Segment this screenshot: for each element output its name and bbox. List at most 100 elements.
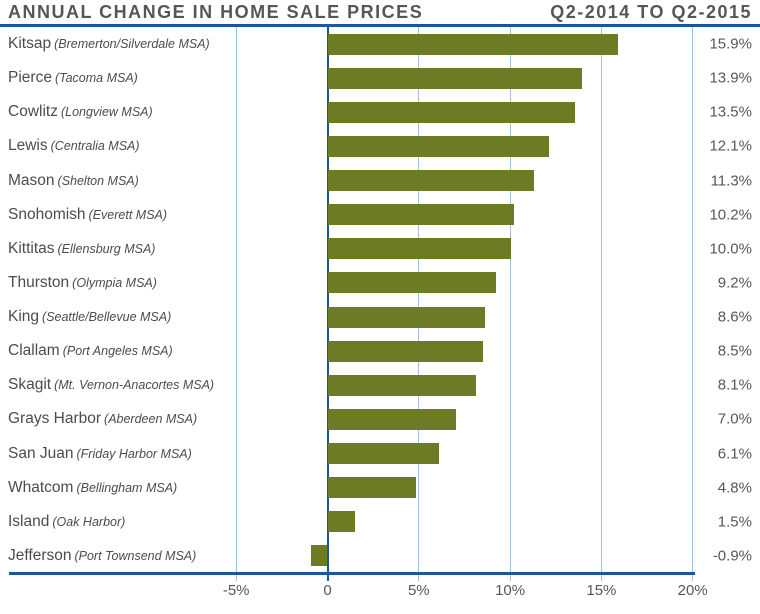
chart-row: Mason (Shelton MSA) 11.3% <box>0 164 760 198</box>
county-name: Jefferson <box>8 546 72 564</box>
gridline <box>235 27 237 581</box>
county-label: Snohomish (Everett MSA) <box>8 206 167 224</box>
county-msa: (Seattle/Bellevue MSA) <box>42 310 172 325</box>
county-label: Mason (Shelton MSA) <box>8 172 139 190</box>
bar <box>328 238 511 260</box>
value-label: 7.0% <box>717 410 752 428</box>
chart-row: Snohomish (Everett MSA) 10.2% <box>0 198 760 232</box>
chart-row: Skagit (Mt. Vernon-Anacortes MSA) 8.1% <box>0 368 760 402</box>
bar <box>328 135 549 157</box>
county-name: Whatcom <box>8 478 74 496</box>
gridline <box>692 27 694 581</box>
county-label: Pierce (Tacoma MSA) <box>8 69 138 87</box>
county-label: San Juan (Friday Harbor MSA) <box>8 445 192 463</box>
x-tick-label: 0 <box>323 582 332 599</box>
bar <box>328 374 476 396</box>
county-label: Cowlitz (Longview MSA) <box>8 103 153 121</box>
county-name: Snohomish <box>8 205 86 223</box>
county-msa: (Centralia MSA) <box>50 139 140 154</box>
county-label: Thurston (Olympia MSA) <box>8 274 157 292</box>
county-label: Skagit (Mt. Vernon-Anacortes MSA) <box>8 376 214 394</box>
county-name: Kittitas <box>8 239 55 257</box>
bar <box>328 306 486 328</box>
value-label: 8.6% <box>717 308 752 326</box>
value-label: 8.1% <box>717 376 752 394</box>
county-msa: (Longview MSA) <box>60 105 153 120</box>
county-msa: (Port Townsend MSA) <box>74 548 197 563</box>
x-tick-label: 10% <box>495 582 526 599</box>
county-msa: (Aberdeen MSA) <box>104 412 198 427</box>
chart-row: King (Seattle/Bellevue MSA) 8.6% <box>0 300 760 334</box>
bar <box>311 545 328 567</box>
county-label: Clallam (Port Angeles MSA) <box>8 342 173 360</box>
x-tick-label: 20% <box>677 582 708 599</box>
value-label: 1.5% <box>717 513 752 531</box>
gridline <box>600 27 602 581</box>
county-name: Skagit <box>8 376 52 394</box>
value-label: 4.8% <box>717 479 752 497</box>
value-label: 9.2% <box>717 274 752 292</box>
bar <box>328 204 515 226</box>
county-name: Grays Harbor <box>8 410 102 428</box>
county-msa: (Tacoma MSA) <box>54 71 138 86</box>
county-label: Kitsap (Bremerton/Silverdale MSA) <box>8 35 210 53</box>
county-name: Mason <box>8 171 55 189</box>
bar <box>328 511 356 533</box>
county-label: Kittitas (Ellensburg MSA) <box>8 240 155 258</box>
county-msa: (Shelton MSA) <box>57 173 139 188</box>
value-label: 13.5% <box>709 103 752 121</box>
x-tick-label: -5% <box>222 582 250 599</box>
value-label: 10.2% <box>709 206 752 224</box>
chart-row: Thurston (Olympia MSA) 9.2% <box>0 266 760 300</box>
value-label: 12.1% <box>709 137 752 155</box>
chart-row: Grays Harbor (Aberdeen MSA) 7.0% <box>0 402 760 436</box>
county-name: King <box>8 308 40 326</box>
county-label: Whatcom (Bellingham MSA) <box>8 479 177 497</box>
chart-row: Cowlitz (Longview MSA) 13.5% <box>0 95 760 129</box>
county-name: Thurston <box>8 273 70 291</box>
chart-row: Kitsap (Bremerton/Silverdale MSA) 15.9% <box>0 27 760 61</box>
bar <box>328 67 582 89</box>
county-name: Lewis <box>8 137 48 155</box>
bar <box>328 33 619 55</box>
county-name: Pierce <box>8 69 52 87</box>
county-label: King (Seattle/Bellevue MSA) <box>8 308 171 326</box>
chart-row: Whatcom (Bellingham MSA) 4.8% <box>0 471 760 505</box>
county-msa: (Ellensburg MSA) <box>57 241 156 256</box>
county-msa: (Mt. Vernon-Anacortes MSA) <box>54 378 215 393</box>
gridline <box>509 27 511 581</box>
chart-header: ANNUAL CHANGE IN HOME SALE PRICES Q2-201… <box>8 2 752 23</box>
bar <box>328 340 484 362</box>
value-label: 6.1% <box>717 445 752 463</box>
county-label: Lewis (Centralia MSA) <box>8 137 140 155</box>
value-label: 11.3% <box>710 172 752 190</box>
county-name: Kitsap <box>8 35 52 53</box>
chart-title: ANNUAL CHANGE IN HOME SALE PRICES <box>8 2 424 22</box>
value-label: 10.0% <box>709 240 752 258</box>
bar <box>328 101 575 123</box>
county-name: Island <box>8 512 50 530</box>
bar <box>328 170 535 192</box>
value-label: 15.9% <box>709 35 752 53</box>
x-tick-label: 15% <box>586 582 617 599</box>
bar <box>328 477 416 499</box>
county-label: Island (Oak Harbor) <box>8 513 125 531</box>
bar <box>328 408 456 430</box>
bar <box>328 272 496 294</box>
chart-row: San Juan (Friday Harbor MSA) 6.1% <box>0 437 760 471</box>
title-rule <box>0 24 760 27</box>
county-msa: (Oak Harbor) <box>52 514 126 529</box>
county-msa: (Bremerton/Silverdale MSA) <box>54 37 210 52</box>
value-label: 8.5% <box>717 342 752 360</box>
value-label: 13.9% <box>709 69 752 87</box>
county-name: Cowlitz <box>8 103 58 121</box>
county-label: Jefferson (Port Townsend MSA) <box>8 547 196 565</box>
county-name: Clallam <box>8 342 60 360</box>
chart-period: Q2-2014 TO Q2-2015 <box>550 2 752 22</box>
x-axis-line <box>9 572 695 575</box>
chart-row: Island (Oak Harbor) 1.5% <box>0 505 760 539</box>
gridline <box>418 27 420 581</box>
county-label: Grays Harbor (Aberdeen MSA) <box>8 410 197 428</box>
bar <box>328 443 440 465</box>
